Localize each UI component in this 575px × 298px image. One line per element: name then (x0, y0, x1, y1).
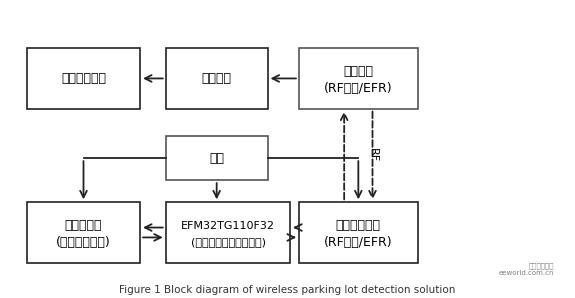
Text: Figure 1 Block diagram of wireless parking lot detection solution: Figure 1 Block diagram of wireless parki… (120, 285, 456, 295)
FancyBboxPatch shape (299, 48, 418, 109)
FancyBboxPatch shape (27, 48, 140, 109)
Text: 显示空余车位: 显示空余车位 (61, 72, 106, 85)
Text: (RF模块/EFR): (RF模块/EFR) (324, 236, 393, 249)
Text: (低功耗控制、数据处理): (低功耗控制、数据处理) (190, 237, 266, 247)
Text: 无线数传模块: 无线数传模块 (336, 219, 381, 232)
FancyBboxPatch shape (299, 202, 418, 263)
Text: 电子工程世界
eeworld.com.cn: 电子工程世界 eeworld.com.cn (499, 263, 554, 277)
Text: (RF模块/EFR): (RF模块/EFR) (324, 82, 393, 94)
Text: 电源: 电源 (209, 152, 224, 165)
FancyBboxPatch shape (166, 48, 268, 109)
Text: 中继单元: 中继单元 (343, 65, 373, 78)
FancyBboxPatch shape (27, 202, 140, 263)
Text: 地磁传感器: 地磁传感器 (65, 219, 102, 232)
Text: EFM32TG110F32: EFM32TG110F32 (181, 221, 275, 231)
Text: 控制终端: 控制终端 (202, 72, 232, 85)
FancyBboxPatch shape (166, 136, 268, 180)
Text: (地磁信号检测): (地磁信号检测) (56, 236, 111, 249)
Text: RF: RF (367, 148, 378, 162)
FancyBboxPatch shape (166, 202, 290, 263)
